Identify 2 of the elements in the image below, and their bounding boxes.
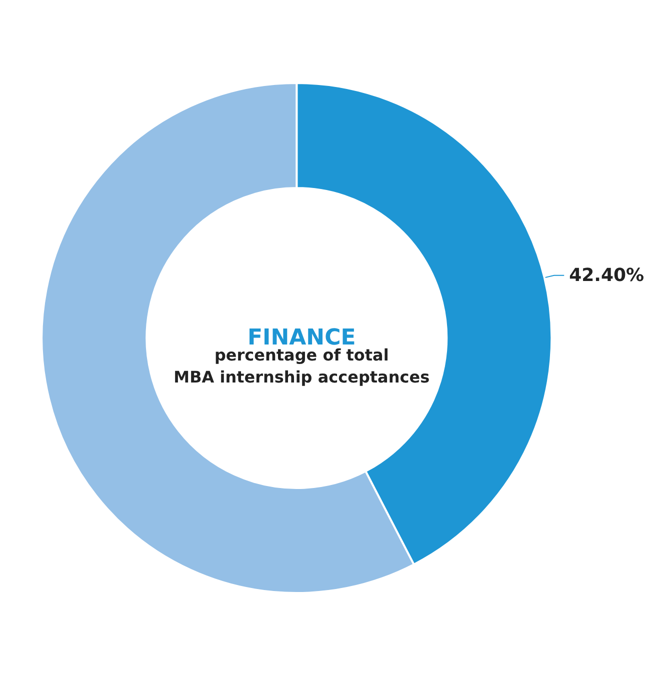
data-label: 42.40%	[569, 264, 644, 286]
text: percentage of total MBA internship acceptances	[174, 346, 430, 386]
